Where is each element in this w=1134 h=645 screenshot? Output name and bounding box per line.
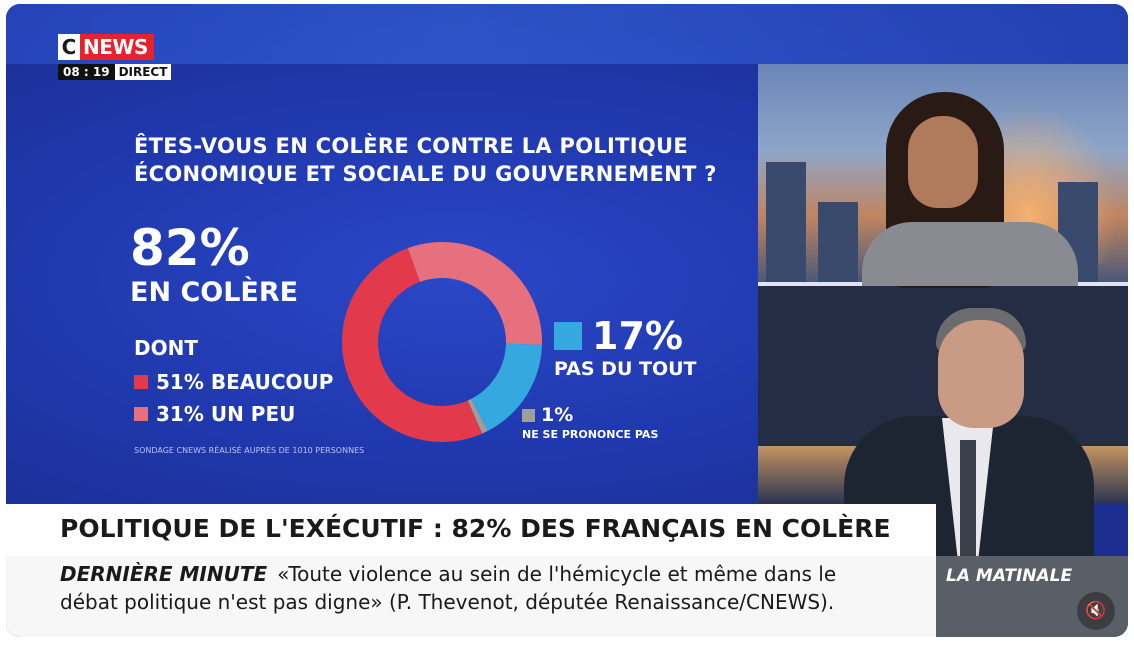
guest-tie [960, 440, 976, 558]
ticker-text1: «Toute violence au sein de l'hémicycle e… [277, 562, 837, 586]
logo-news: NEWS [80, 34, 154, 60]
ticker-line2: débat politique n'est pas digne» (P. The… [60, 590, 835, 614]
presenter-face [908, 116, 978, 208]
dont-label: DONT [134, 336, 198, 360]
show-name: LA MATINALE [946, 566, 1073, 586]
donut-slice-3 [467, 398, 488, 434]
legend-pct: 51% [156, 370, 204, 394]
legend-beaucoup: 51% BEAUCOUP [134, 370, 333, 394]
label-text: NE SE PRONONCE PAS [522, 428, 659, 441]
guest-face [938, 320, 1024, 428]
poll-question-line1: ÊTES-VOUS EN COLÈRE CONTRE LA POLITIQUE [134, 134, 689, 158]
legend-un-peu: 31% UN PEU [134, 402, 295, 426]
donut-slice-1 [407, 242, 542, 345]
live-time: 08 : 19 [58, 64, 115, 80]
building-shape [818, 202, 858, 282]
news-ticker: DERNIÈRE MINUTE «Toute violence au sein d… [6, 556, 936, 637]
mute-icon: 🔇 [1085, 601, 1107, 621]
donut-slice-0 [342, 248, 483, 442]
headline-text: POLITIQUE DE L'EXÉCUTIF : 82% DES FRANÇA… [60, 514, 891, 543]
label-pct: 1% [541, 404, 574, 426]
legend-swatch [134, 375, 148, 389]
poll-source: SONDAGE CNEWS RÉALISÉ AUPRÈS DE 1010 PER… [134, 446, 365, 455]
ticker-label: DERNIÈRE MINUTE [60, 562, 268, 586]
poll-donut [342, 242, 542, 442]
donut-slices [342, 242, 542, 442]
logo-c: C [58, 34, 80, 60]
legend-label: BEAUCOUP [210, 370, 334, 394]
label-pas-du-tout: 17% PAS DU TOUT [554, 316, 697, 380]
label-pct: 17% [592, 314, 683, 358]
label-nspp: 1% NE SE PRONONCE PAS [522, 404, 658, 441]
poll-question: ÊTES-VOUS EN COLÈRE CONTRE LA POLITIQUE … [134, 132, 754, 188]
legend-label: UN PEU [210, 402, 296, 426]
label-text: PAS DU TOUT [554, 358, 697, 380]
ticker-line1: DERNIÈRE MINUTE «Toute violence au sein d… [60, 562, 836, 586]
live-direct: DIRECT [114, 64, 172, 80]
video-frame: C NEWS 08 : 19 DIRECT ÊTES-VOUS EN COLÈR… [6, 4, 1128, 637]
legend-swatch [522, 408, 535, 422]
headline-label: EN COLÈRE [130, 277, 299, 308]
poll-question-line2: ÉCONOMIQUE ET SOCIALE DU GOUVERNEMENT ? [134, 162, 717, 186]
poll-graphic: ÊTES-VOUS EN COLÈRE CONTRE LA POLITIQUE … [6, 64, 758, 504]
top-band [6, 4, 1128, 64]
donut-slice-2 [471, 343, 542, 431]
presenter-body [862, 222, 1078, 286]
building-shape [766, 162, 806, 282]
legend-swatch [134, 407, 148, 421]
headline-banner: POLITIQUE DE L'EXÉCUTIF : 82% DES FRANÇA… [6, 504, 936, 556]
live-indicator: 08 : 19 DIRECT [58, 64, 172, 80]
legend-swatch [554, 322, 582, 350]
legend-pct: 31% [156, 402, 204, 426]
cnews-logo: C NEWS [58, 34, 154, 60]
headline-percent: 82% [130, 219, 250, 277]
mute-button[interactable]: 🔇 [1077, 592, 1115, 630]
